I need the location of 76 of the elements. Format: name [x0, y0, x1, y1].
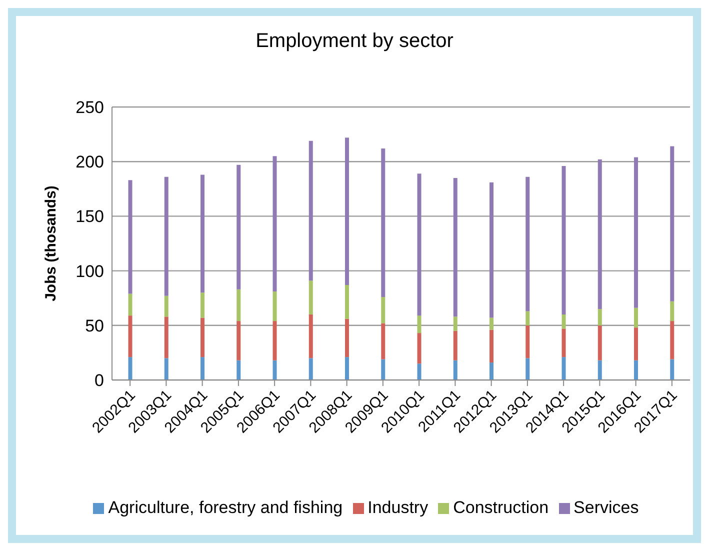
bar: [200, 318, 205, 358]
bar: [128, 294, 132, 316]
bar: [200, 292, 205, 318]
bar: [417, 316, 422, 334]
y-tick-label: 100: [76, 262, 104, 281]
bar: [526, 325, 530, 358]
bar: [381, 297, 386, 324]
legend-label: Industry: [368, 498, 428, 517]
bar: [598, 309, 602, 326]
bar: [128, 316, 132, 358]
bar: [634, 308, 638, 328]
legend-label: Agriculture, forestry and fishing: [108, 498, 343, 517]
bar: [598, 325, 602, 360]
bar: [308, 280, 313, 314]
bar: [200, 357, 205, 380]
legend-label: Services: [574, 498, 639, 517]
bar: [490, 330, 494, 363]
bar: [164, 296, 168, 317]
bar: [598, 360, 602, 380]
bar: [634, 328, 638, 360]
bar: [670, 359, 674, 380]
bar: [562, 357, 566, 380]
bar: [272, 156, 277, 292]
bar: [345, 138, 350, 285]
legend-label: Construction: [453, 498, 549, 517]
bar: [453, 316, 458, 331]
y-axis-title: Jobs (thosands): [42, 186, 60, 302]
bar: [236, 360, 241, 380]
bar: [381, 148, 386, 298]
bar: [308, 140, 313, 281]
bar: [272, 321, 277, 360]
bar: [236, 289, 241, 322]
bar: [128, 357, 132, 380]
bar: [490, 318, 494, 330]
bar: [562, 328, 566, 358]
bar: [236, 164, 241, 290]
bar: [345, 318, 350, 358]
bar: [670, 301, 674, 322]
bar: [453, 360, 458, 380]
bar: [634, 157, 638, 308]
bar: [670, 146, 674, 302]
bar: [634, 360, 638, 380]
y-tick-label: 50: [85, 316, 104, 336]
bar: [164, 358, 168, 380]
y-tick-label: 0: [94, 371, 104, 390]
bar: [345, 357, 350, 380]
bar: [345, 284, 350, 319]
bar: [453, 178, 458, 317]
bar: [526, 176, 530, 312]
bar: [526, 311, 530, 326]
bar: [562, 166, 566, 314]
bar: [308, 358, 313, 380]
bar: [526, 358, 530, 380]
bar: [490, 182, 494, 318]
bar: [236, 321, 241, 360]
bar: [308, 314, 313, 358]
bar: [417, 364, 422, 380]
bar: [562, 314, 566, 329]
bar: [164, 316, 168, 358]
y-tick-label: 250: [76, 98, 104, 118]
y-tick-label: 200: [76, 152, 104, 172]
bar: [417, 333, 422, 364]
y-tick-label: 150: [76, 207, 104, 226]
bar: [490, 362, 494, 380]
chart-title: Employment by sector: [254, 30, 454, 53]
bar: [272, 360, 277, 380]
bar: [598, 159, 602, 310]
bar: [381, 323, 386, 360]
bar: [272, 292, 277, 322]
bar: [670, 321, 674, 360]
bar: [417, 174, 422, 316]
bar: [200, 174, 205, 293]
bar: [128, 180, 132, 294]
bar: [164, 176, 168, 296]
bar: [381, 359, 386, 380]
bar: [453, 330, 458, 360]
